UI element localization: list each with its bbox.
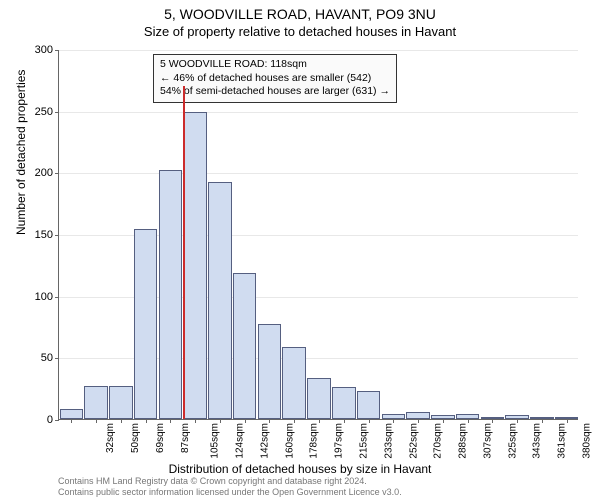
x-tick-label: 343sqm	[532, 423, 543, 459]
x-tick-label: 105sqm	[210, 423, 221, 459]
y-tick-label: 200	[35, 167, 59, 179]
x-tick-label: 87sqm	[180, 423, 191, 453]
histogram-bar	[159, 170, 183, 419]
y-tick-label: 150	[35, 229, 59, 241]
annotation-line: 5 WOODVILLE ROAD: 118sqm	[160, 58, 390, 72]
property-marker-line	[183, 86, 185, 419]
footer-attribution: Contains HM Land Registry data © Crown c…	[58, 476, 402, 498]
chart-title: 5, WOODVILLE ROAD, HAVANT, PO9 3NU	[0, 0, 600, 22]
histogram-bar	[208, 182, 232, 419]
x-tick-label: 325sqm	[507, 423, 518, 459]
x-tick-label: 270sqm	[433, 423, 444, 459]
x-tick-label: 307sqm	[482, 423, 493, 459]
x-tick-label: 380sqm	[581, 423, 592, 459]
x-axis-label: Distribution of detached houses by size …	[0, 462, 600, 476]
footer-line: Contains HM Land Registry data © Crown c…	[58, 476, 402, 487]
x-tick-label: 288sqm	[458, 423, 469, 459]
y-tick-label: 0	[47, 414, 59, 426]
y-tick-label: 50	[41, 352, 59, 364]
histogram-bar	[282, 347, 306, 419]
gridline	[59, 173, 578, 174]
chart-subtitle: Size of property relative to detached ho…	[0, 22, 600, 39]
histogram-bar	[183, 112, 207, 419]
annotation-box: 5 WOODVILLE ROAD: 118sqm← 46% of detache…	[153, 54, 397, 103]
x-tick-label: 252sqm	[408, 423, 419, 459]
histogram-bar	[307, 378, 331, 419]
histogram-bar	[258, 324, 282, 419]
histogram-bar	[332, 387, 356, 419]
y-axis-label: Number of detached properties	[14, 70, 28, 235]
annotation-line: 54% of semi-detached houses are larger (…	[160, 85, 390, 99]
x-tick-label: 124sqm	[235, 423, 246, 459]
x-tick-label: 361sqm	[557, 423, 568, 459]
chart-plot-area: 05010015020025030032sqm50sqm69sqm87sqm10…	[58, 50, 578, 420]
x-tick-label: 69sqm	[155, 423, 166, 453]
histogram-bar	[406, 412, 430, 419]
x-tick-label: 233sqm	[383, 423, 394, 459]
annotation-line: ← 46% of detached houses are smaller (54…	[160, 72, 390, 86]
x-tick-label: 32sqm	[105, 423, 116, 453]
x-tick-label: 178sqm	[309, 423, 320, 459]
histogram-bar	[109, 386, 133, 419]
gridline	[59, 112, 578, 113]
x-tick-label: 160sqm	[284, 423, 295, 459]
y-tick-label: 100	[35, 291, 59, 303]
x-tick-label: 142sqm	[260, 423, 271, 459]
y-tick-label: 250	[35, 106, 59, 118]
x-tick-label: 215sqm	[359, 423, 370, 459]
gridline	[59, 50, 578, 51]
histogram-bar	[134, 229, 158, 419]
histogram-bar	[60, 409, 84, 419]
histogram-bar	[357, 391, 381, 419]
histogram-bar	[233, 273, 257, 419]
x-tick-label: 50sqm	[130, 423, 141, 453]
footer-line: Contains public sector information licen…	[58, 487, 402, 498]
x-tick-label: 197sqm	[334, 423, 345, 459]
y-tick-label: 300	[35, 44, 59, 56]
histogram-bar	[84, 386, 108, 419]
